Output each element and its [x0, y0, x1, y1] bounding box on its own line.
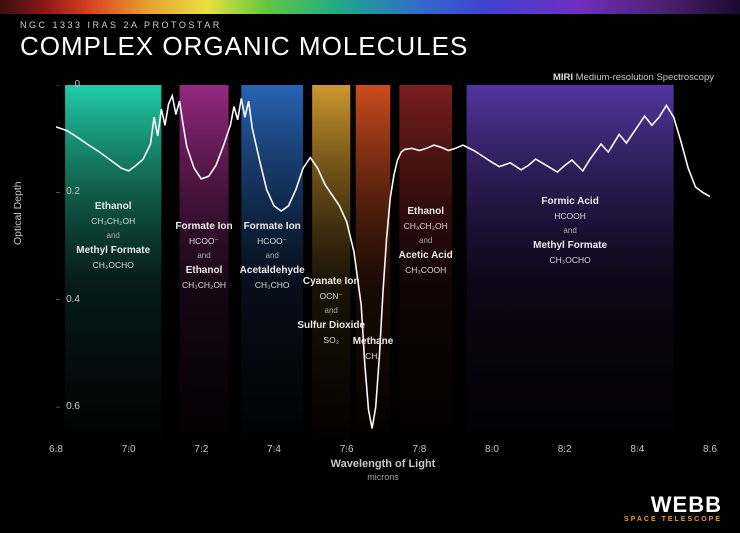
- x-tick: 7.2: [194, 444, 208, 455]
- x-tick: 8.0: [485, 444, 499, 455]
- y-axis-label: Optical Depth: [12, 181, 24, 245]
- x-axis-label: Wavelength of Light: [56, 458, 710, 470]
- x-tick: 7.4: [267, 444, 281, 455]
- x-tick: 7.6: [340, 444, 354, 455]
- x-tick: 8.4: [630, 444, 644, 455]
- main-title: COMPLEX ORGANIC MOLECULES: [20, 31, 468, 62]
- instrument-mode: Medium-resolution Spectroscopy: [573, 72, 714, 83]
- rainbow-spectrum-bar: [0, 0, 740, 14]
- x-axis-label-group: Wavelength of Light microns: [56, 458, 710, 482]
- logo-name: WEBB: [624, 494, 722, 516]
- instrument-label: MIRI Medium-resolution Spectroscopy: [553, 72, 714, 83]
- molecule-label: EthanolCH₃CH₂OHandMethyl FormateCH₃OCHO: [50, 200, 176, 271]
- webb-logo: WEBB SPACE TELESCOPE: [624, 494, 722, 523]
- y-tick: 0.4: [56, 294, 80, 305]
- x-tick: 7.0: [122, 444, 136, 455]
- x-tick: 8.2: [558, 444, 572, 455]
- molecule-label: MethaneCH₄: [330, 335, 416, 362]
- x-tick: 6.8: [49, 444, 63, 455]
- x-tick: 8.6: [703, 444, 717, 455]
- x-tick: 7.8: [412, 444, 426, 455]
- molecule-label: Formic AcidHCOOHandMethyl FormateCH₃OCHO: [452, 195, 689, 266]
- subtitle: NGC 1333 IRAS 2A PROTOSTAR: [20, 20, 468, 30]
- instrument-name: MIRI: [553, 72, 573, 83]
- header: NGC 1333 IRAS 2A PROTOSTAR COMPLEX ORGAN…: [20, 20, 468, 62]
- y-tick: 0.6: [56, 401, 80, 412]
- logo-sub: SPACE TELESCOPE: [624, 516, 722, 523]
- y-tick: 0.2: [56, 186, 80, 197]
- y-tick: 0: [56, 79, 80, 90]
- x-axis-unit: microns: [56, 472, 710, 482]
